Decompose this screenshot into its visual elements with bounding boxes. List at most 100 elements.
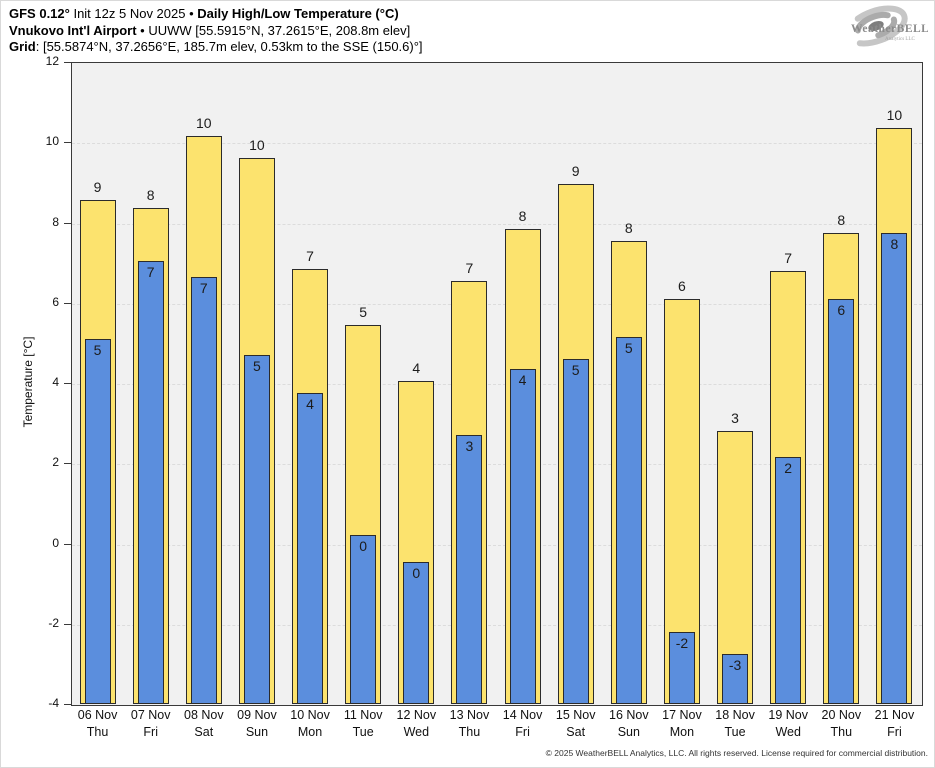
x-tick-date: 18 Nov xyxy=(715,708,755,722)
low-bar xyxy=(84,338,111,704)
y-tick-label-4: 4 xyxy=(52,375,59,389)
low-value-label: 0 xyxy=(412,564,421,581)
x-tick-day: Sat xyxy=(566,725,586,739)
low-value-label: 4 xyxy=(306,396,314,413)
low-bar xyxy=(615,336,642,704)
y-tick--4 xyxy=(64,704,71,705)
high-value-label: 4 xyxy=(412,359,421,376)
low-bar xyxy=(562,358,589,704)
low-value-label: -3 xyxy=(728,656,742,673)
x-tick-day: Fri xyxy=(887,725,902,739)
x-tick-date: 08 Nov xyxy=(184,708,224,722)
high-value-label: 8 xyxy=(837,211,846,228)
x-tick-day: Fri xyxy=(143,725,158,739)
low-bar xyxy=(668,631,695,704)
high-value-label: 8 xyxy=(518,207,527,224)
high-value-label: 9 xyxy=(93,179,102,196)
low-bar xyxy=(297,393,324,704)
init-time: Init 12z 5 Nov 2025 • xyxy=(69,6,198,21)
high-value-label: 5 xyxy=(359,303,368,320)
y-tick-10 xyxy=(64,142,71,144)
low-value-label: 2 xyxy=(784,460,793,477)
y-tick-4 xyxy=(64,383,71,384)
chart-header: GFS 0.12° Init 12z 5 Nov 2025 • Daily Hi… xyxy=(9,6,423,56)
y-tick-12 xyxy=(64,62,71,63)
high-value-label: 7 xyxy=(784,249,793,266)
low-value-label: -2 xyxy=(675,634,689,651)
low-value-label: 8 xyxy=(890,235,899,252)
x-tick-day: Fri xyxy=(515,725,530,739)
x-tick-day: Sun xyxy=(245,725,269,739)
x-tick-date: 09 Nov xyxy=(237,708,277,722)
y-tick-label--4: -4 xyxy=(48,696,59,710)
low-value-label: 5 xyxy=(93,341,102,358)
low-bar xyxy=(722,653,749,704)
y-tick-label-12: 12 xyxy=(45,54,59,68)
gridline-10 xyxy=(72,143,922,145)
high-value-label: 10 xyxy=(886,107,903,124)
gridline--2 xyxy=(72,624,922,626)
low-value-label: 3 xyxy=(465,438,474,455)
copyright-notice: © 2025 WeatherBELL Analytics, LLC. All r… xyxy=(545,748,928,758)
y-tick-label-10: 10 xyxy=(45,134,59,149)
low-bar xyxy=(775,457,802,704)
high-value-label: 10 xyxy=(249,137,265,154)
x-tick-day: Wed xyxy=(403,725,430,739)
y-tick-label--2: -2 xyxy=(48,615,59,630)
station-name: Vnukovo Int'l Airport xyxy=(9,22,137,38)
gridline-6 xyxy=(72,303,922,305)
y-tick-label-8: 8 xyxy=(52,214,59,229)
x-tick-date: 17 Nov xyxy=(662,708,702,722)
gridline-8 xyxy=(72,223,922,225)
low-value-label: 5 xyxy=(624,339,633,356)
x-tick-day: Tue xyxy=(352,725,374,739)
x-tick-day: Mon xyxy=(297,725,323,739)
low-value-label: 7 xyxy=(146,263,155,280)
low-bar xyxy=(456,435,483,704)
hurricane-swirl-icon xyxy=(844,5,908,47)
high-value-label: 7 xyxy=(465,259,474,276)
low-bar xyxy=(243,354,270,704)
low-bar xyxy=(137,260,164,704)
x-tick-day: Tue xyxy=(724,725,746,739)
chart-title: Daily High/Low Temperature (°C) xyxy=(197,6,399,21)
header-line-3: Grid: [55.5874°N, 37.2656°E, 185.7m elev… xyxy=(9,39,423,56)
x-tick-day: Thu xyxy=(830,725,853,739)
high-value-label: 8 xyxy=(624,219,633,236)
grid-coords: : [55.5874°N, 37.2656°E, 185.7m elev, 0.… xyxy=(35,39,423,54)
x-tick-date: 10 Nov xyxy=(290,708,330,722)
x-tick-date: 06 Nov xyxy=(77,708,118,722)
x-tick-date: 15 Nov xyxy=(555,708,596,722)
x-tick-date: 12 Nov xyxy=(396,708,437,722)
high-value-label: 8 xyxy=(146,187,155,204)
high-value-label: 7 xyxy=(306,247,314,264)
grid-label: Grid xyxy=(9,39,36,54)
low-bar xyxy=(509,368,536,704)
header-line-2: Vnukovo Int'l Airport • UUWW [55.5915°N,… xyxy=(9,23,423,40)
y-tick-6 xyxy=(64,302,71,304)
header-line-1: GFS 0.12° Init 12z 5 Nov 2025 • Daily Hi… xyxy=(9,6,423,23)
y-tick-label-6: 6 xyxy=(52,294,59,309)
x-tick-date: 13 Nov xyxy=(449,708,490,722)
low-value-label: 6 xyxy=(837,301,846,318)
x-tick-date: 11 Nov xyxy=(343,708,383,722)
x-tick-date: 19 Nov xyxy=(768,708,808,722)
x-tick-day: Mon xyxy=(669,725,695,739)
y-tick-label-2: 2 xyxy=(52,455,59,470)
high-value-label: 9 xyxy=(571,163,580,180)
x-tick-date: 07 Nov xyxy=(130,708,171,722)
model-name: GFS 0.12° xyxy=(9,6,70,21)
low-value-label: 7 xyxy=(199,279,208,296)
low-bar xyxy=(403,561,430,704)
high-value-label: 10 xyxy=(196,115,212,132)
station-coords: • UUWW [55.5915°N, 37.2615°E, 208.8m ele… xyxy=(136,22,411,38)
x-tick-date: 20 Nov xyxy=(821,708,862,722)
x-tick-day: Sun xyxy=(617,725,640,739)
low-bar xyxy=(828,298,855,704)
low-value-label: 4 xyxy=(518,371,527,388)
x-tick-day: Thu xyxy=(86,725,109,739)
x-tick-date: 16 Nov xyxy=(609,708,649,722)
high-value-label: 6 xyxy=(678,277,686,294)
low-value-label: 5 xyxy=(571,361,580,378)
